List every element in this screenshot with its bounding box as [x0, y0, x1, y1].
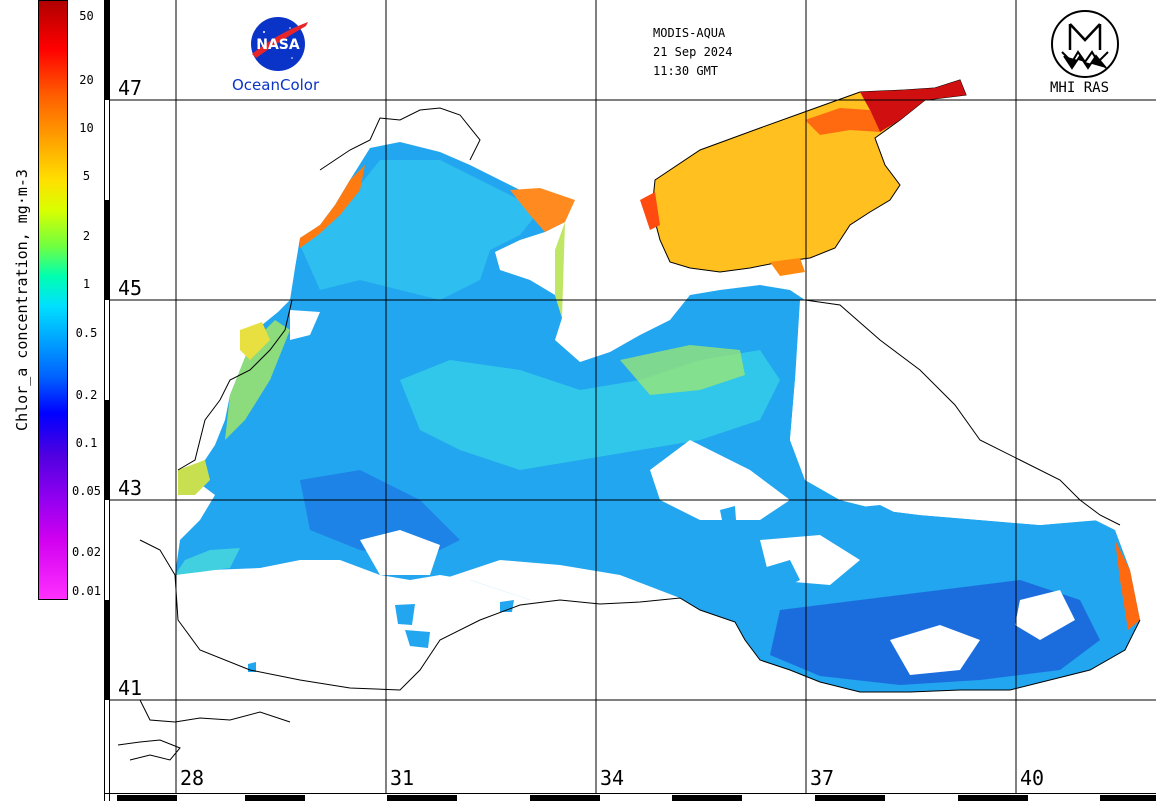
- colorbar-tick: 2: [82, 229, 91, 243]
- colorbar-tick: 0.02: [72, 545, 101, 559]
- colorbar-tick: 0.01: [72, 584, 101, 598]
- sensor-name: MODIS-AQUA: [653, 26, 726, 40]
- lon-label-28: 28: [180, 766, 205, 790]
- image-header: MODIS-AQUA 21 Sep 2024 11:30 GMT: [653, 24, 732, 81]
- nasa-caption: OceanColor: [232, 76, 320, 94]
- lon-label-37: 37: [810, 766, 835, 790]
- acquisition-time: 11:30 GMT: [653, 64, 719, 78]
- acquisition-date: 21 Sep 2024: [653, 45, 733, 59]
- colorbar-tick: 0.05: [72, 484, 101, 498]
- colorbar-tick: 0.2: [75, 388, 98, 402]
- colorbar-tick: 0.1: [75, 436, 98, 450]
- colorbar-tick: 5: [82, 169, 91, 183]
- latitude-axis-strip: [104, 0, 110, 801]
- colorbar-tick: 0.5: [75, 326, 98, 340]
- mhi-ras-logo: [1051, 10, 1119, 78]
- lon-label-34: 34: [600, 766, 625, 790]
- colorbar-tick: 10: [79, 121, 94, 135]
- lon-label-40: 40: [1020, 766, 1045, 790]
- nasa-logo-text: NASA: [256, 37, 300, 53]
- scattered-patches: [248, 505, 1020, 672]
- longitude-axis-strip: [104, 793, 1156, 802]
- marmara-coast: [117, 699, 291, 761]
- nasa-logo: NASA: [251, 17, 308, 71]
- sea-of-azov: [640, 79, 967, 276]
- lon-label-31: 31: [390, 766, 415, 790]
- mhi-ras-caption: MHI RAS: [1050, 80, 1110, 96]
- lat-label-47: 47: [118, 76, 143, 100]
- colorbar-gradient: [38, 0, 68, 600]
- axis-scale-bars: [105, 0, 1156, 801]
- colorbar-tick: 20: [79, 73, 94, 87]
- colorbar-tick: 1: [82, 277, 91, 291]
- lat-label-41: 41: [118, 676, 143, 700]
- lat-label-45: 45: [118, 276, 143, 300]
- coastline: [139, 107, 1141, 693]
- colorbar-tick: 50: [79, 9, 94, 23]
- graticule: [110, 0, 1156, 793]
- lat-label-43: 43: [118, 476, 143, 500]
